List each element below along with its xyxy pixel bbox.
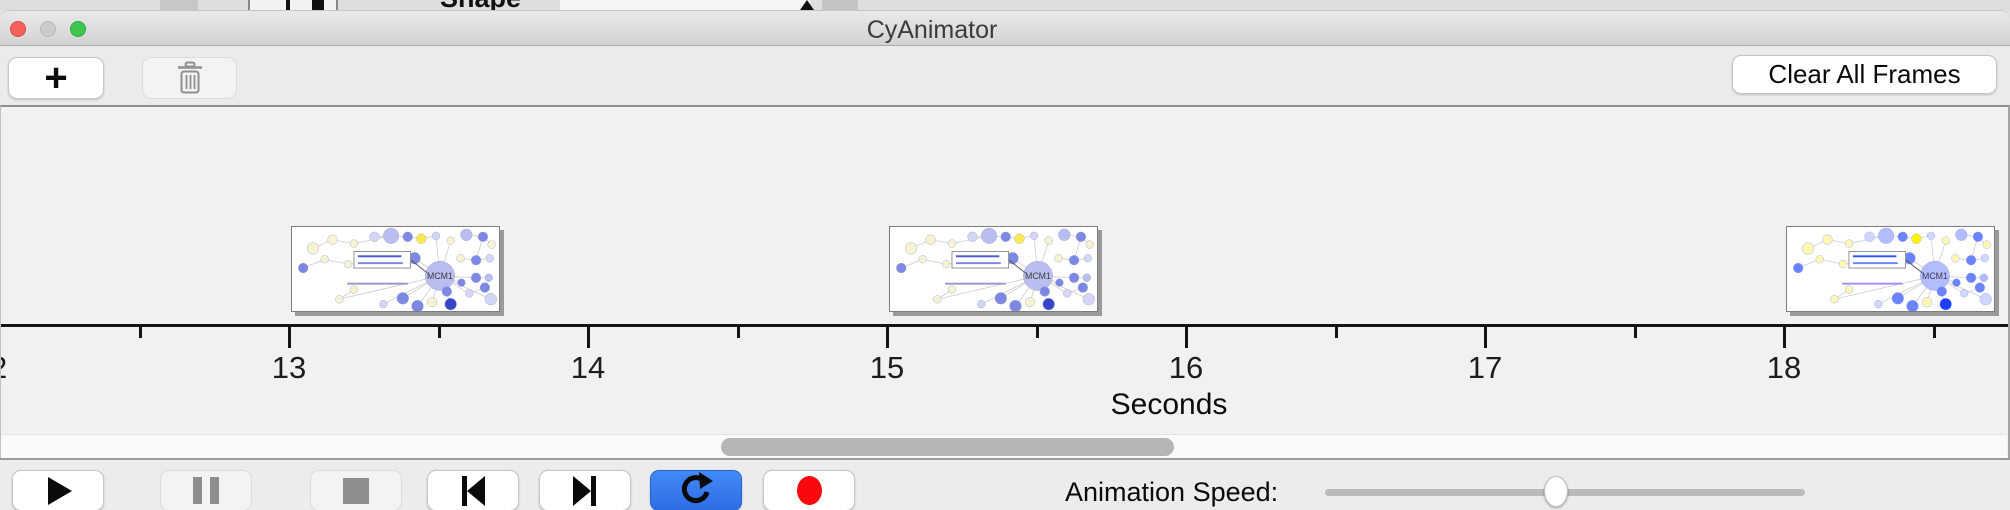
background-fragment <box>312 0 324 10</box>
skip-to-end-icon <box>573 475 596 506</box>
window-title: CyAnimator <box>866 16 998 44</box>
play-button[interactable] <box>12 470 104 510</box>
axis-major-tick <box>587 327 590 348</box>
axis-tick-label: 12 <box>1 350 7 386</box>
zoom-button[interactable] <box>70 21 86 37</box>
axis-minor-tick <box>736 327 740 338</box>
background-fragment <box>160 0 198 10</box>
background-fragment <box>248 0 338 10</box>
playback-control-bar: Animation Speed: <box>0 458 2010 510</box>
loop-arrow-icon <box>681 471 713 503</box>
clear-all-frames-label: Clear All Frames <box>1768 59 1961 89</box>
svg-text:MCM1: MCM1 <box>1922 271 1948 281</box>
delete-frame-button[interactable] <box>142 57 237 99</box>
background-shape-label: Shape <box>440 0 521 10</box>
timeline-scrollbar-thumb[interactable] <box>721 438 1174 456</box>
plus-icon: + <box>44 56 68 100</box>
skip-to-end-button[interactable] <box>539 470 631 510</box>
add-frame-button[interactable]: + <box>8 57 104 99</box>
axis-major-tick <box>1185 327 1188 348</box>
axis-tick-label: 14 <box>570 350 606 385</box>
timeline-scrollbar-track[interactable] <box>1 434 2007 458</box>
axis-minor-tick <box>1035 327 1039 338</box>
axis-minor-tick <box>1633 327 1637 338</box>
cyanimator-window: CyAnimator + Clear All Frames <box>0 10 2010 510</box>
play-icon <box>48 476 72 505</box>
keyframe-thumbnail-13s[interactable]: MCM1 <box>291 226 500 312</box>
background-fragment <box>286 0 290 10</box>
axis-major-tick <box>886 327 889 348</box>
loop-button[interactable] <box>650 470 742 510</box>
timeline-panel[interactable]: 12 13 14 15 16 17 18 MCM1 MCM1 MCM1 Seconds <box>0 105 2010 458</box>
axis-minor-tick <box>437 327 441 338</box>
svg-text:MCM1: MCM1 <box>427 271 453 281</box>
slider-thumb[interactable] <box>1544 476 1568 507</box>
trash-icon <box>177 61 202 94</box>
record-dot-icon <box>796 476 822 505</box>
axis-tick-label: 16 <box>1168 350 1204 385</box>
record-button[interactable] <box>763 470 855 510</box>
toolbar: + Clear All Frames <box>0 46 2010 105</box>
axis-major-tick <box>1484 327 1487 348</box>
axis-tick-label: 13 <box>271 350 307 385</box>
keyframe-thumbnail-15s[interactable]: MCM1 <box>889 226 1098 312</box>
close-button[interactable] <box>10 21 26 37</box>
pause-icon <box>193 477 219 504</box>
svg-text:MCM1: MCM1 <box>1025 271 1051 281</box>
axis-minor-tick <box>1334 327 1338 338</box>
minimize-button[interactable] <box>40 21 56 37</box>
timeline-axis <box>1 324 2008 327</box>
clear-all-frames-button[interactable]: Clear All Frames <box>1732 55 1997 94</box>
background-fragment <box>822 0 858 10</box>
keyframe-thumbnail-18s[interactable]: MCM1 <box>1786 226 1995 312</box>
background-shape-label-clip: Shape <box>400 0 600 10</box>
stop-icon <box>343 477 369 504</box>
pause-button[interactable] <box>160 470 252 510</box>
axis-tick-label: 15 <box>869 350 905 385</box>
title-bar: CyAnimator <box>0 11 2010 46</box>
axis-minor-tick <box>1932 327 1936 338</box>
background-app-strip: Shape <box>0 0 2010 10</box>
axis-minor-tick <box>138 327 142 338</box>
background-fragment <box>800 0 814 10</box>
axis-major-tick <box>1783 327 1786 348</box>
background-fragment <box>560 0 810 10</box>
stop-button[interactable] <box>310 470 402 510</box>
animation-speed-slider[interactable] <box>1325 460 1805 510</box>
skip-to-start-button[interactable] <box>427 470 519 510</box>
skip-to-start-icon <box>462 475 485 506</box>
axis-major-tick <box>288 327 291 348</box>
axis-tick-label: 18 <box>1766 350 1802 385</box>
animation-speed-label: Animation Speed: <box>1065 477 1279 507</box>
axis-title: Seconds <box>1110 388 1228 421</box>
axis-tick-label: 17 <box>1467 350 1503 385</box>
